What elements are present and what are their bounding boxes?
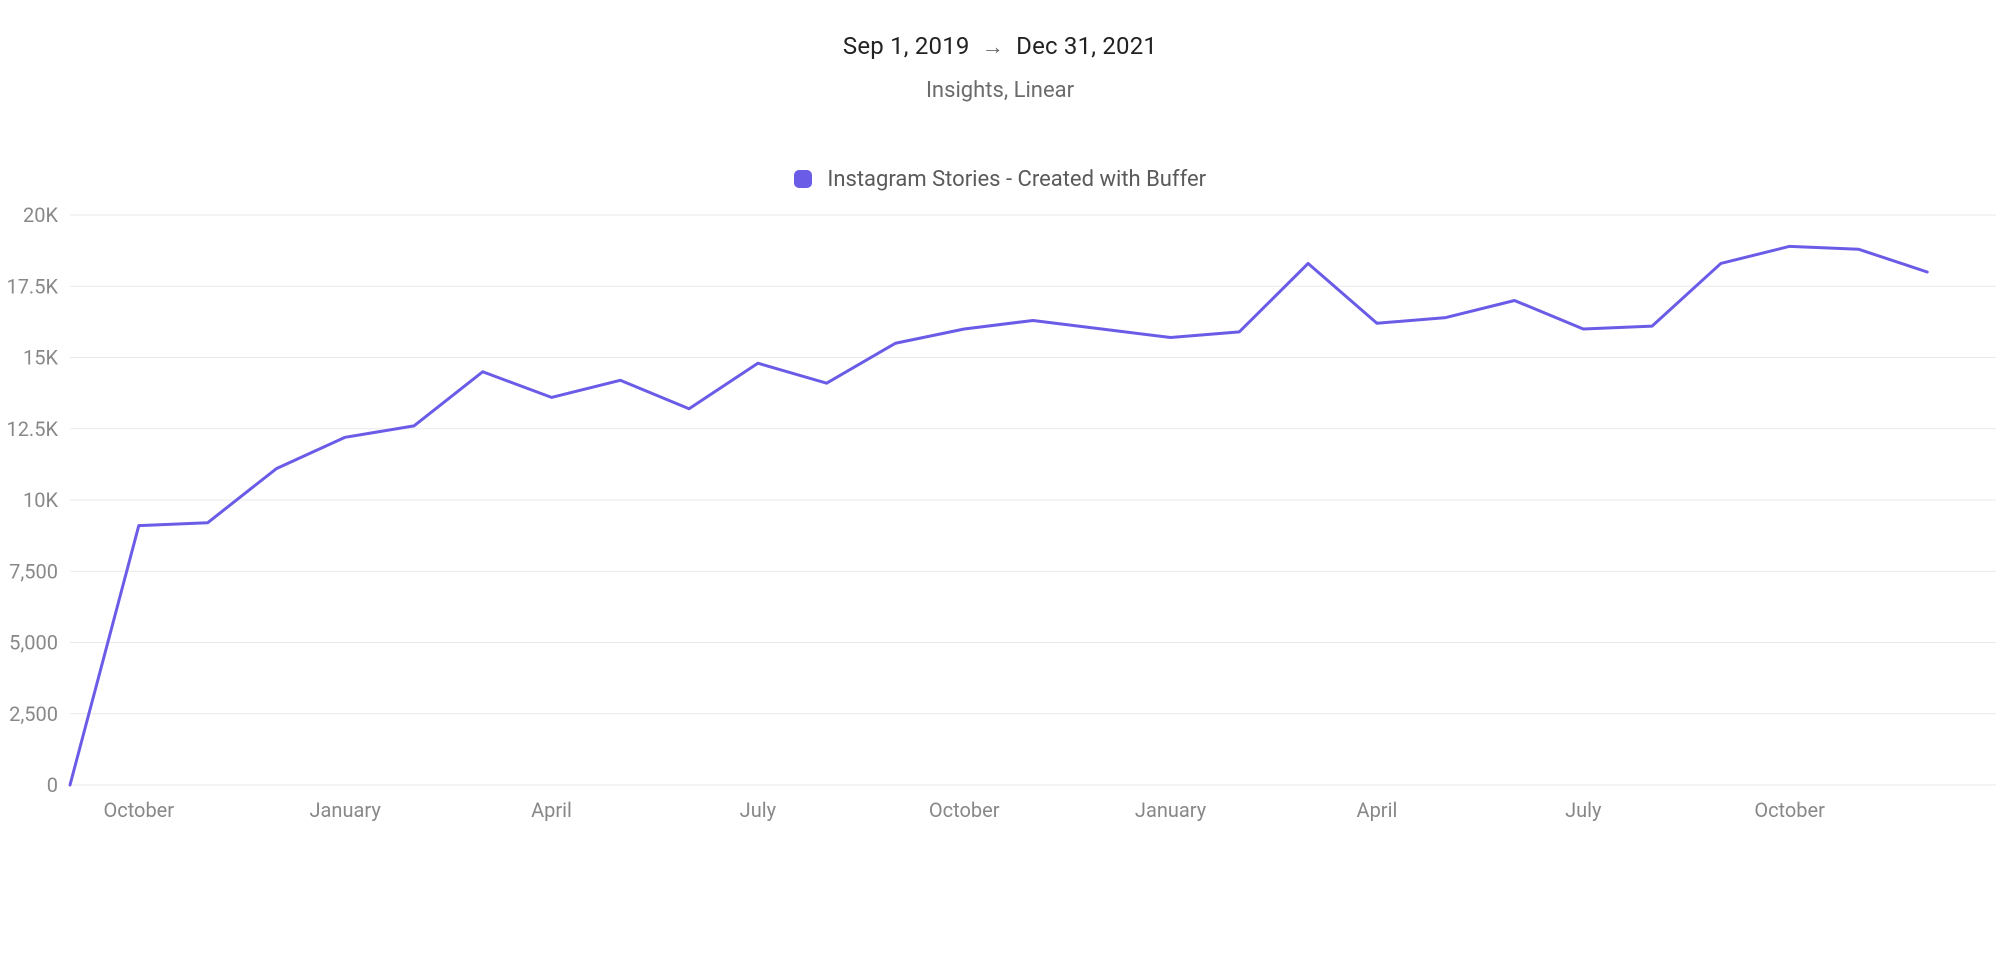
x-tick-label: January [1135, 798, 1207, 822]
series-line [70, 246, 1927, 785]
x-tick-label: October [929, 798, 1000, 822]
chart-subtitle: Insights, Linear [0, 78, 2000, 103]
y-tick-label: 5,000 [9, 631, 58, 655]
x-tick-label: July [1565, 798, 1602, 822]
legend-swatch-icon [794, 170, 812, 188]
y-tick-label: 10K [23, 488, 58, 512]
y-tick-label: 12.5K [6, 417, 58, 441]
y-tick-label: 0 [47, 773, 58, 797]
x-tick-label: October [1754, 798, 1825, 822]
y-tick-label: 17.5K [6, 274, 58, 298]
legend-label: Instagram Stories - Created with Buffer [827, 167, 1206, 192]
x-tick-label: January [310, 798, 382, 822]
date-range: Sep 1, 2019 → Dec 31, 2021 [0, 32, 2000, 60]
x-tick-label: July [740, 798, 777, 822]
y-tick-label: 20K [23, 205, 58, 227]
chart-legend: Instagram Stories - Created with Buffer [0, 167, 2000, 192]
line-chart-svg: 0 2,500 5,000 7,500 10K 12.5K 15K 17.5K 20K Octob… [0, 205, 2000, 965]
arrow-right-icon: → [982, 35, 1004, 60]
y-tick-label: 15K [23, 346, 58, 370]
date-end: Dec 31, 2021 [1016, 32, 1157, 60]
chart-plot-area: 0 2,500 5,000 7,500 10K 12.5K 15K 17.5K 20K Octob… [0, 205, 2000, 965]
chart-header: Sep 1, 2019 → Dec 31, 2021 Insights, Lin… [0, 0, 2000, 103]
y-tick-label: 2,500 [9, 702, 58, 726]
date-start: Sep 1, 2019 [843, 32, 970, 60]
y-tick-label: 7,500 [9, 559, 58, 583]
x-tick-label: October [103, 798, 174, 822]
x-tick-label: April [1357, 798, 1398, 822]
x-tick-label: April [531, 798, 572, 822]
chart-container: Sep 1, 2019 → Dec 31, 2021 Insights, Lin… [0, 0, 2000, 965]
